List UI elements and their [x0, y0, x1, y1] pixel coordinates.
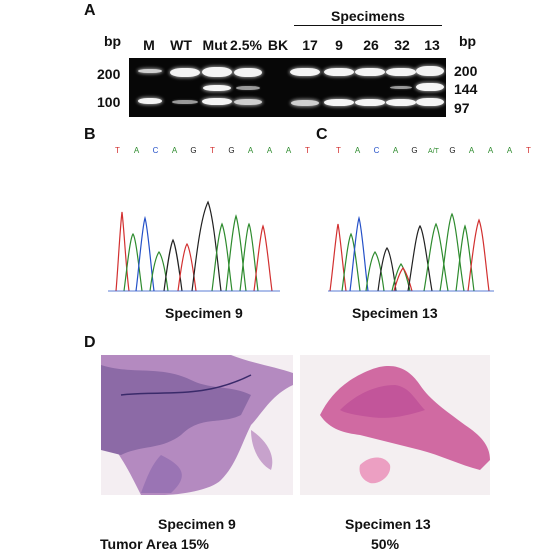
right-marker-200: 200 — [454, 63, 478, 79]
tumor-area-label: Tumor Area 15% — [100, 536, 209, 552]
lane-label-2-5pct: 2.5% — [230, 37, 262, 53]
gel-band-32-200 — [386, 68, 416, 76]
lane-label-wt: WT — [170, 37, 192, 53]
gel-band-17-200 — [290, 68, 320, 76]
sequence-base: G — [449, 146, 456, 155]
sequence-base: G — [228, 146, 235, 155]
specimens-bracket-line — [294, 25, 442, 26]
histology-image-specimen-9 — [101, 355, 293, 495]
sequence-base: G — [411, 146, 418, 155]
chromatogram-specimen-13 — [328, 168, 494, 294]
right-marker-144: 144 — [454, 81, 478, 97]
lane-label-26: 26 — [363, 37, 379, 53]
gel-band-mut-97 — [202, 98, 232, 105]
histology-image-specimen-13 — [300, 355, 490, 495]
sequence-base: A/T — [428, 148, 439, 155]
gel-band-13-144 — [416, 83, 444, 91]
sequence-base: C — [373, 146, 380, 155]
gel-band-2-5pct-144 — [236, 86, 260, 90]
caption-chromatogram-specimen-13: Specimen 13 — [352, 305, 438, 321]
gel-band-9-200 — [324, 68, 354, 76]
sequence-base: A — [506, 146, 513, 155]
caption-histology-specimen-13: Specimen 13 — [345, 516, 431, 532]
gel-band-13-200 — [416, 66, 444, 76]
sequence-letters-specimen-13: T A C A G A/T G A A A T — [329, 146, 538, 155]
panel-label-b: B — [84, 126, 96, 143]
bp-unit-left: bp — [104, 33, 122, 49]
sequence-base: A — [468, 146, 475, 155]
right-marker-97: 97 — [454, 100, 470, 116]
lane-label-bk: BK — [267, 37, 289, 53]
sequence-base: A — [266, 146, 273, 155]
gel-band-2-5pct-200 — [234, 68, 262, 77]
tumor-area-value-specimen-13: 50% — [371, 536, 400, 552]
gel-band-32-144 — [390, 86, 412, 89]
sequence-base: A — [133, 146, 140, 155]
sequence-base: A — [171, 146, 178, 155]
left-marker-200: 200 — [97, 66, 121, 82]
gel-band-17-97 — [291, 100, 319, 106]
panel-label-a: A — [84, 2, 96, 19]
gel-band-2-5pct-97 — [234, 99, 262, 105]
lane-label-mut: Mut — [202, 37, 228, 53]
sequence-base: G — [190, 146, 197, 155]
lane-label-13: 13 — [424, 37, 440, 53]
gel-band-m-100 — [138, 98, 162, 104]
gel-image — [129, 58, 446, 117]
bp-unit-right: bp — [459, 33, 477, 49]
left-marker-100: 100 — [97, 94, 121, 110]
sequence-base: T — [305, 146, 310, 155]
panel-label-c: C — [316, 126, 328, 143]
gel-band-26-97 — [355, 99, 385, 106]
lane-label-m: M — [143, 37, 155, 53]
sequence-base: A — [487, 146, 494, 155]
gel-band-32-97 — [386, 99, 416, 106]
caption-chromatogram-specimen-9: Specimen 9 — [165, 305, 243, 321]
gel-band-wt-200 — [170, 68, 200, 77]
lane-label-17: 17 — [302, 37, 318, 53]
panel-label-d: D — [84, 334, 96, 351]
sequence-base: T — [526, 146, 531, 155]
gel-band-26-200 — [355, 68, 385, 76]
sequence-base: T — [210, 146, 215, 155]
gel-band-13-97 — [416, 98, 444, 106]
sequence-base: A — [285, 146, 292, 155]
specimens-header: Specimens — [331, 8, 405, 24]
lane-label-32: 32 — [394, 37, 410, 53]
sequence-base: A — [392, 146, 399, 155]
gel-band-mut-200 — [202, 67, 232, 77]
sequence-base: T — [336, 146, 341, 155]
sequence-base: A — [247, 146, 254, 155]
gel-band-wt-97 — [172, 100, 198, 104]
lane-label-9: 9 — [335, 37, 343, 53]
gel-band-m-200 — [138, 69, 162, 73]
gel-band-mut-144 — [203, 85, 231, 91]
sequence-base: C — [152, 146, 159, 155]
chromatogram-specimen-9 — [108, 168, 280, 294]
gel-band-9-97 — [324, 99, 354, 106]
sequence-base: A — [354, 146, 361, 155]
caption-histology-specimen-9: Specimen 9 — [158, 516, 236, 532]
sequence-base: T — [115, 146, 120, 155]
